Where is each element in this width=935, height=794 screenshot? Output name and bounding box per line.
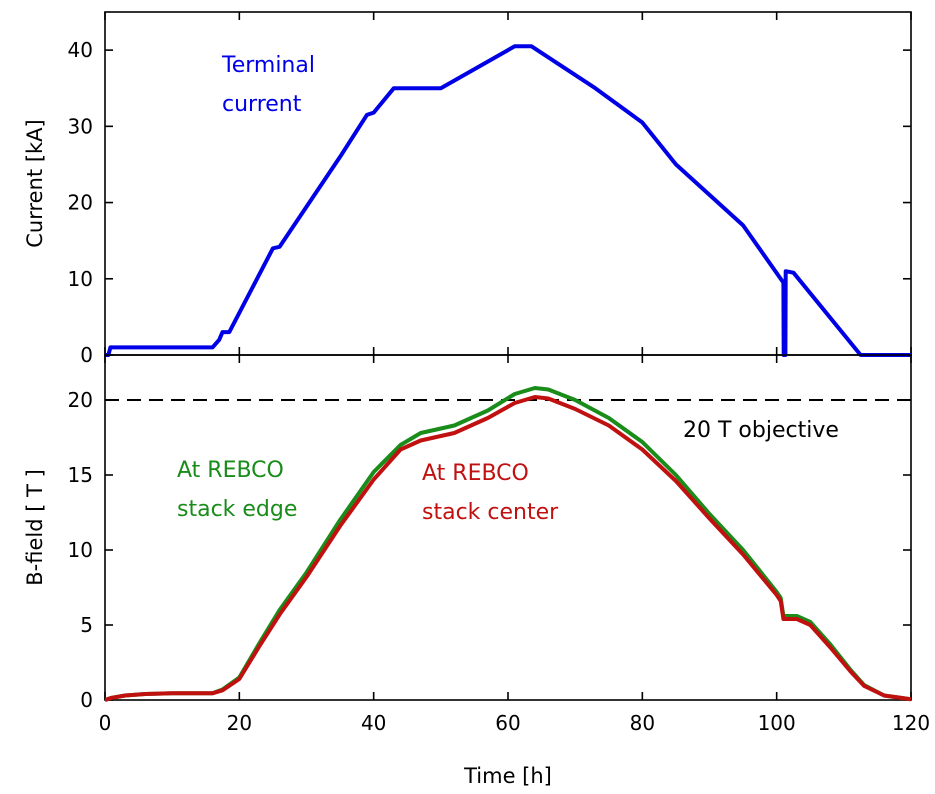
y-tick-label: 40 bbox=[68, 38, 93, 62]
x-axis-title: Time [h] bbox=[463, 764, 552, 788]
y-tick-label: 30 bbox=[68, 114, 93, 138]
y-tick-label: 0 bbox=[80, 343, 93, 367]
x-tick-label: 0 bbox=[99, 711, 112, 735]
y-tick-label: 5 bbox=[80, 613, 93, 637]
x-tick-label: 40 bbox=[361, 711, 386, 735]
annotation-stack-edge: stack edge bbox=[177, 497, 297, 522]
x-tick-label: 20 bbox=[227, 711, 252, 735]
x-tick-label: 100 bbox=[758, 711, 796, 735]
y-tick-label: 15 bbox=[68, 463, 93, 487]
y-axis-title: B-field [ T ] bbox=[23, 469, 47, 586]
y-tick-label: 0 bbox=[80, 688, 93, 712]
y-axis-title: Current [kA] bbox=[23, 119, 47, 247]
annotation-stack-center: stack center bbox=[422, 500, 559, 525]
annotation-20T-objective: 20 T objective bbox=[683, 418, 839, 443]
bottom-panel: 0 5 10 15 20 0 20 40 60 80 100 120 B-field [ T ] At R… bbox=[23, 354, 930, 735]
y-tick-label: 20 bbox=[68, 388, 93, 412]
annotation-terminal-current: Terminal bbox=[221, 53, 315, 78]
annotation-terminal-current: current bbox=[222, 92, 302, 117]
annotation-stack-edge: At REBCO bbox=[177, 458, 284, 483]
y-tick-label: 10 bbox=[68, 267, 93, 291]
y-tick-label: 10 bbox=[68, 538, 93, 562]
y-tick-label: 20 bbox=[68, 191, 93, 215]
x-tick-label: 120 bbox=[892, 711, 930, 735]
top-panel: 0 10 20 30 40 Current [kA] Terminal current bbox=[23, 11, 912, 367]
x-tick-label: 60 bbox=[495, 711, 520, 735]
series-line-at-rebco-stack-center bbox=[105, 395, 911, 702]
x-tick-label: 80 bbox=[630, 711, 655, 735]
annotation-stack-center: At REBCO bbox=[422, 461, 529, 486]
